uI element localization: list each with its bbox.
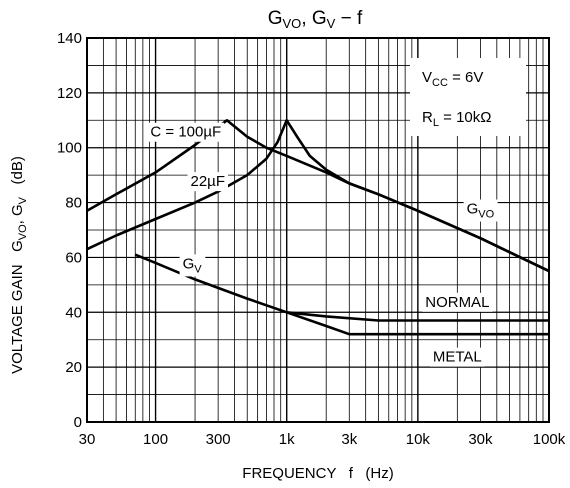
x-tick-label: 10k — [406, 431, 431, 448]
annotation-text: 22µF — [191, 173, 226, 190]
series-line-c-100-f — [86, 119, 550, 273]
x-tick-label: 1k — [279, 431, 295, 448]
x-tick-label: 100 — [143, 431, 168, 448]
condition-rl: RL = 10kΩ — [422, 109, 491, 129]
annotation-text: GV — [183, 255, 203, 275]
annotation-text: METAL — [433, 349, 482, 366]
annotation-text: C = 100µF — [150, 124, 221, 141]
annotation-label: C = 100µF — [147, 122, 225, 142]
y-tick-label: 20 — [65, 359, 82, 376]
x-axis-label: FREQUENCY f (Hz) — [242, 465, 393, 482]
y-tick-label: 0 — [74, 414, 82, 431]
y-tick-label: 60 — [65, 249, 82, 266]
curves — [86, 119, 550, 336]
y-tick-label: 80 — [65, 195, 82, 212]
annotation-label: 22µF — [187, 172, 229, 192]
series-line-22-f — [86, 119, 550, 273]
x-tick-label: 30k — [468, 431, 493, 448]
y-tick-label: 120 — [57, 85, 82, 102]
annotation-label: NORMAL — [422, 292, 493, 312]
tick-labels: 30 100 300 1k 3k 10k 30k 100k 0 20 40 60 80 100 120 140 — [57, 30, 566, 448]
annotation-text: GVO — [467, 201, 495, 221]
chart-title: GVO, GV − f — [268, 8, 363, 31]
y-tick-label: 100 — [57, 140, 82, 157]
series-line-g-v — [134, 253, 288, 314]
conditions-box: VCC = 6V RL = 10kΩ — [410, 58, 526, 136]
annotations: C = 100µF 22µF GVO GV NORMAL METAL — [147, 122, 498, 367]
y-tick-label: 140 — [57, 30, 82, 47]
annotation-label: GVO — [463, 199, 498, 222]
x-tick-label: 3k — [341, 431, 357, 448]
x-tick-label: 100k — [533, 431, 566, 448]
annotation-label: METAL — [429, 347, 485, 367]
plot-frame — [86, 37, 550, 423]
x-tick-label: 30 — [79, 431, 96, 448]
y-tick-label: 40 — [65, 304, 82, 321]
y-axis-label: VOLTAGE GAIN GVO, GV (dB) — [9, 156, 29, 374]
series-line-metal — [286, 311, 549, 336]
series-line-normal — [286, 311, 549, 322]
annotation-label: GV — [179, 254, 206, 277]
x-tick-label: 300 — [206, 431, 231, 448]
annotation-text: NORMAL — [425, 294, 489, 311]
condition-vcc: VCC = 6V — [422, 69, 483, 89]
